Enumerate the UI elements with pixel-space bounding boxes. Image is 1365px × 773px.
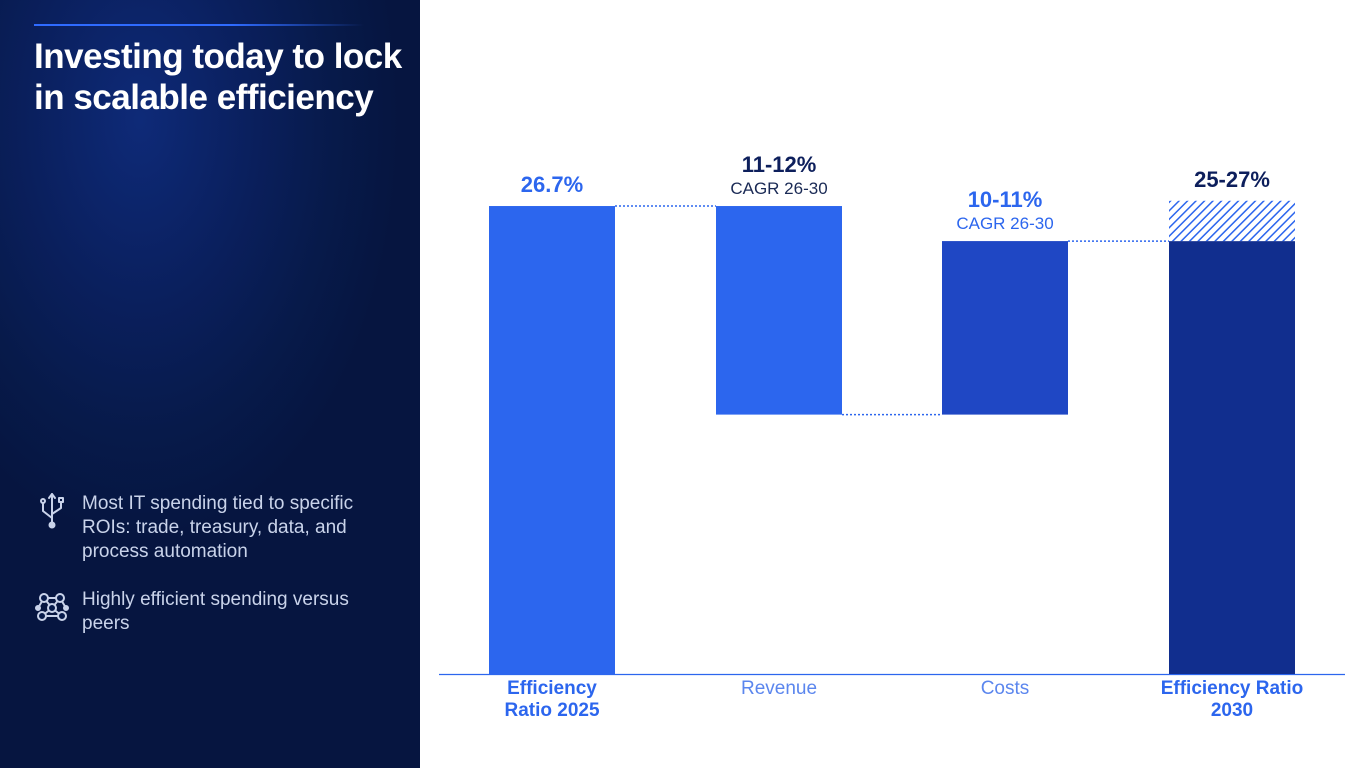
bullet-text: Most IT spending tied to specific ROIs: … bbox=[82, 493, 354, 562]
x-tick-label: Efficiency Ratio 2025 bbox=[504, 678, 599, 721]
data-sublabel: CAGR 26-30 bbox=[730, 179, 827, 198]
waterfall-chart: 26.7% CAGR 26-30 11-12% CAGR 26-30 10-11% 25-… bbox=[420, 0, 1365, 768]
x-tick-label: Costs bbox=[981, 678, 1030, 699]
data-label: 26.7% bbox=[521, 172, 583, 197]
data-label: 25-27% bbox=[1194, 167, 1270, 192]
accent-rule bbox=[34, 24, 364, 26]
waterfall-bar bbox=[942, 241, 1068, 415]
data-label: 11-12% bbox=[742, 152, 817, 177]
waterfall-bar bbox=[716, 206, 842, 415]
network-icon bbox=[34, 588, 70, 628]
x-tick-label: Revenue bbox=[741, 678, 817, 699]
data-label: 10-11% bbox=[968, 187, 1043, 212]
bullet-text: Highly efficient spending versus peers bbox=[82, 589, 349, 634]
x-tick-label: Efficiency Ratio 2030 bbox=[1161, 678, 1304, 721]
left-panel: Investing today to lock in scalable effi… bbox=[0, 0, 420, 768]
range-hatch-bar bbox=[1169, 200, 1295, 242]
bullet-item-roi: Most IT spending tied to specific ROIs: … bbox=[34, 492, 384, 564]
bullet-item-efficiency: Highly efficient spending versus peers bbox=[34, 588, 384, 636]
waterfall-bar bbox=[489, 206, 615, 674]
data-sublabel: CAGR 26-30 bbox=[956, 214, 1053, 233]
chart-svg: 26.7% CAGR 26-30 11-12% CAGR 26-30 10-11% 25-… bbox=[439, 152, 1345, 721]
waterfall-bar bbox=[1169, 241, 1295, 674]
usb-icon bbox=[34, 492, 70, 532]
slide-title: Investing today to lock in scalable effi… bbox=[34, 37, 402, 117]
